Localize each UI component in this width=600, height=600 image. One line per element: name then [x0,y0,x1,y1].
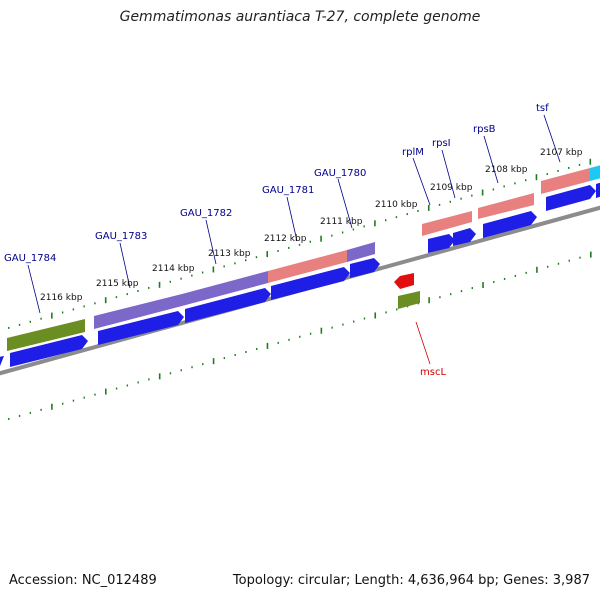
kbp-label-2110: 2110 kbp [375,200,418,210]
topology-text: Topology: circular; Length: 4,636,964 bp… [232,573,590,588]
cds-track [0,181,600,368]
cds-arrow-1782[interactable] [185,288,271,323]
gene-feature-track [7,164,600,351]
gene-bar-gau1781[interactable] [268,250,347,283]
cds-arrow-1783[interactable] [98,311,184,345]
cds-arrow-edge-right[interactable] [596,181,600,198]
gene-bar-gau1784[interactable] [7,319,85,351]
gene-bar-gau1780[interactable] [347,242,375,262]
gene-labels: GAU_1784 GAU_1783 GAU_1782 GAU_1781 GAU_… [4,103,549,378]
kbp-label-2109: 2109 kbp [430,183,473,193]
leader-rpsb [483,135,499,184]
gene-label-rpsb[interactable]: rpsB [473,124,496,135]
leader-tsf [543,114,561,163]
leader-gau1781 [286,196,298,242]
gene-label-gau1783[interactable]: GAU_1783 [95,231,147,242]
gene-bar-mscl[interactable] [398,291,420,309]
kbp-label-2116: 2116 kbp [40,293,83,303]
scale-labels: 2116 kbp 2115 kbp 2114 kbp 2113 kbp 2112… [40,148,583,303]
leader-rpsi [441,149,456,199]
cds-arrow-rpsi[interactable] [453,228,476,246]
tick-row-upper [8,158,592,329]
kbp-label-2111: 2111 kbp [320,217,363,227]
leader-gau1782 [205,219,217,265]
cds-arrow-1780[interactable] [350,258,380,278]
gene-bar-tsf[interactable] [541,168,590,194]
gene-label-rplm[interactable]: rplM [402,147,424,158]
cds-arrow-rplm[interactable] [428,234,455,253]
leader-gau1784 [27,264,41,314]
gene-label-gau1780[interactable]: GAU_1780 [314,168,366,179]
gene-bar-gau1782[interactable] [182,271,268,306]
gene-label-rpsi[interactable]: rpsI [432,138,451,149]
leader-lines [27,114,561,365]
kbp-label-2115: 2115 kbp [96,279,139,289]
cds-arrow-tsf[interactable] [546,185,596,211]
leader-gau1780 [337,178,353,229]
kbp-label-2113: 2113 kbp [208,249,251,259]
leader-mscl [415,321,431,365]
cds-arrow-1781[interactable] [271,267,350,300]
gene-label-gau1781[interactable]: GAU_1781 [262,185,314,196]
leader-gau1783 [119,242,131,289]
gene-label-mscl[interactable]: mscL [420,367,446,378]
accession-text: Accession: NC_012489 [9,573,157,588]
kbp-label-2108: 2108 kbp [485,165,528,175]
gene-bar-gau1783[interactable] [94,294,182,329]
leader-rplm [412,157,431,206]
kbp-label-2107: 2107 kbp [540,148,583,158]
kbp-label-2112: 2112 kbp [264,234,307,244]
cds-arrow-rpsb[interactable] [483,211,537,238]
gene-bar-rpsb[interactable] [478,193,534,219]
cds-arrow-1784[interactable] [10,335,88,367]
gene-label-gau1784[interactable]: GAU_1784 [4,253,56,264]
gene-bar-cyan[interactable] [590,164,600,181]
gene-bar-rplm[interactable] [422,211,472,236]
gene-label-gau1782[interactable]: GAU_1782 [180,208,232,219]
cds-arrow-mscl-red[interactable] [394,273,414,289]
kbp-label-2114: 2114 kbp [152,264,195,274]
cds-arrow-edge-left[interactable] [0,356,4,368]
gene-label-tsf[interactable]: tsf [536,103,549,114]
tick-row-lower [8,251,592,420]
map-title: Gemmatimonas aurantiaca T-27, complete g… [119,9,481,25]
